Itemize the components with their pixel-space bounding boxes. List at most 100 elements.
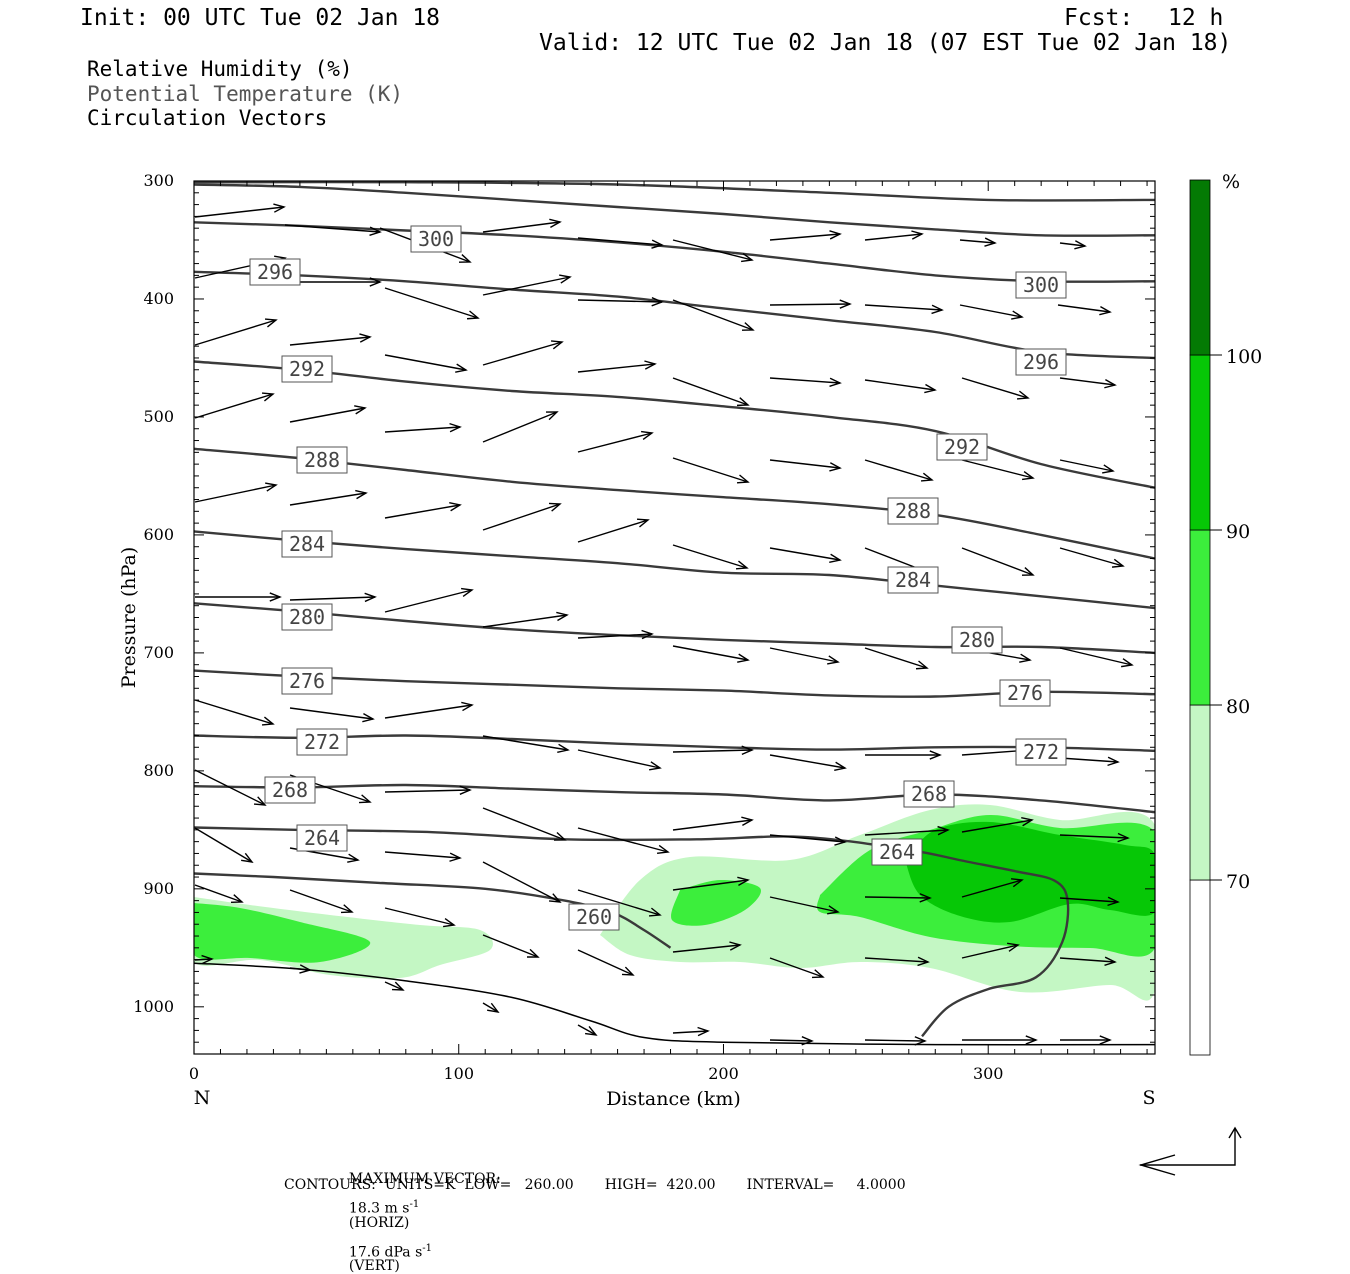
circulation-vector (672, 816, 754, 831)
circulation-vector (577, 430, 654, 453)
circulation-vector (482, 1002, 500, 1013)
reference-vector-head-horiz (1138, 1154, 1176, 1176)
contour-label-264: 264 (871, 838, 923, 866)
circulation-vector (384, 587, 474, 613)
circulation-vector (290, 277, 382, 287)
theta-contour-260 (193, 872, 672, 949)
theta-contour-272 (193, 734, 1156, 752)
circulation-vector (769, 230, 842, 241)
circulation-vector (289, 889, 354, 914)
circulation-vector (961, 942, 1020, 959)
x-tick-label: 200 (708, 1064, 739, 1083)
contour-label-box (951, 626, 1003, 654)
colorbar-label: 70 (1226, 871, 1250, 893)
x-tick-label: 100 (443, 1064, 474, 1083)
theta-contour-300 (193, 221, 1156, 283)
axes: 300 400 500 600 700 800 900 1000 0 100 200 300 N S Dis… (118, 171, 1156, 1110)
circulation-vector (482, 502, 562, 531)
contour-label-268: 268 (903, 780, 955, 808)
circulation-vector (289, 489, 368, 506)
circulation-vector (769, 377, 842, 388)
circulation-vector (577, 949, 635, 976)
circulation-vector (384, 287, 480, 320)
circulation-vector (577, 297, 664, 307)
contour-label-text: 296 (1023, 350, 1059, 374)
circulation-vector (672, 544, 749, 570)
circulation-vector (769, 647, 840, 665)
y-tick-label: 600 (143, 525, 174, 544)
horiz-unit: (HORIZ) (348, 1214, 410, 1231)
contour-label-box (936, 433, 988, 461)
contour-label-280: 280 (951, 626, 1003, 654)
reference-vector-head-vert (1228, 1126, 1242, 1139)
contour-labels: 260 264 264 268 268 272 272 276 276 280 280 284 284 2… (249, 225, 1067, 931)
circulation-vector (864, 1036, 927, 1046)
circulation-vector (672, 457, 750, 484)
theta-contour-264 (193, 826, 1070, 1038)
contour-label-300: 300 (1015, 271, 1067, 299)
reference-vector-icon (1138, 1126, 1242, 1176)
circulation-vector (1059, 896, 1120, 907)
theta-contour-280 (193, 602, 1156, 655)
x-axis-label: Distance (km) (606, 1088, 741, 1110)
circulation-vector (384, 981, 405, 991)
y-tick-label: 1000 (133, 997, 174, 1016)
contour-label-260: 260 (568, 903, 620, 931)
circulation-vector (961, 817, 1034, 833)
contour-label-text: 284 (289, 532, 325, 556)
colorbar-unit: % (1222, 171, 1240, 193)
circulation-vector (482, 274, 572, 296)
legend-relative-humidity: Relative Humidity (%) (87, 57, 353, 81)
circulation-vector (672, 377, 750, 407)
y-tick-label: 700 (143, 643, 174, 662)
contour-label-text: 292 (289, 357, 325, 381)
contour-label-box (1015, 738, 1067, 766)
circulation-vector (1057, 304, 1112, 316)
colorbar-swatch (1189, 879, 1211, 1056)
circulation-vector (961, 377, 1030, 400)
circulation-vector (384, 502, 462, 519)
circulation-vector (769, 459, 842, 472)
contour-label-300: 300 (410, 225, 462, 253)
circulation-vector (289, 333, 372, 346)
circulation-vector (482, 934, 540, 958)
contour-label-292: 292 (936, 433, 988, 461)
contour-label-296: 296 (249, 258, 301, 286)
contour-label-box (903, 780, 955, 808)
circulation-vector (959, 237, 997, 247)
circulation-vector (672, 1026, 710, 1037)
circulation-vector (864, 893, 932, 903)
circulation-vector (961, 878, 1024, 898)
colorbar-swatch (1189, 704, 1211, 881)
circulation-vector (864, 304, 944, 315)
contour-label-text: 300 (1023, 273, 1059, 297)
circulation-vector (769, 834, 847, 846)
contour-label-text: 272 (304, 730, 340, 754)
circulation-vector (1059, 756, 1120, 767)
contour-label-288: 288 (296, 446, 348, 474)
circulation-vector (672, 941, 742, 953)
circulation-vector (384, 354, 468, 373)
circulation-vector (1060, 1035, 1112, 1045)
theta-contour-296 (193, 270, 1156, 360)
circulation-vector (384, 851, 462, 862)
y-tick-label: 400 (143, 289, 174, 308)
circulation-vector (1059, 459, 1115, 474)
horiz-exponent: -1 (409, 1199, 420, 1210)
forecast-hour: 12 h (1168, 5, 1224, 31)
contour-label-box (1015, 348, 1067, 376)
circulation-vector (577, 518, 650, 543)
circulation-vector (577, 629, 654, 640)
circulation-vector (384, 907, 456, 928)
theta-contour-292 (193, 360, 1156, 489)
contour-label-284: 284 (281, 530, 333, 558)
contour-label-box (410, 225, 462, 253)
contour-label-272: 272 (1015, 738, 1067, 766)
circulation-vector (384, 785, 472, 795)
contour-label-box (249, 258, 301, 286)
circulation-vector (577, 237, 664, 249)
circulation-vector (672, 645, 750, 663)
rh-80-90-central (671, 879, 761, 926)
circulation-vector (384, 701, 474, 719)
y-axis-label: Pressure (hPa) (118, 547, 140, 689)
